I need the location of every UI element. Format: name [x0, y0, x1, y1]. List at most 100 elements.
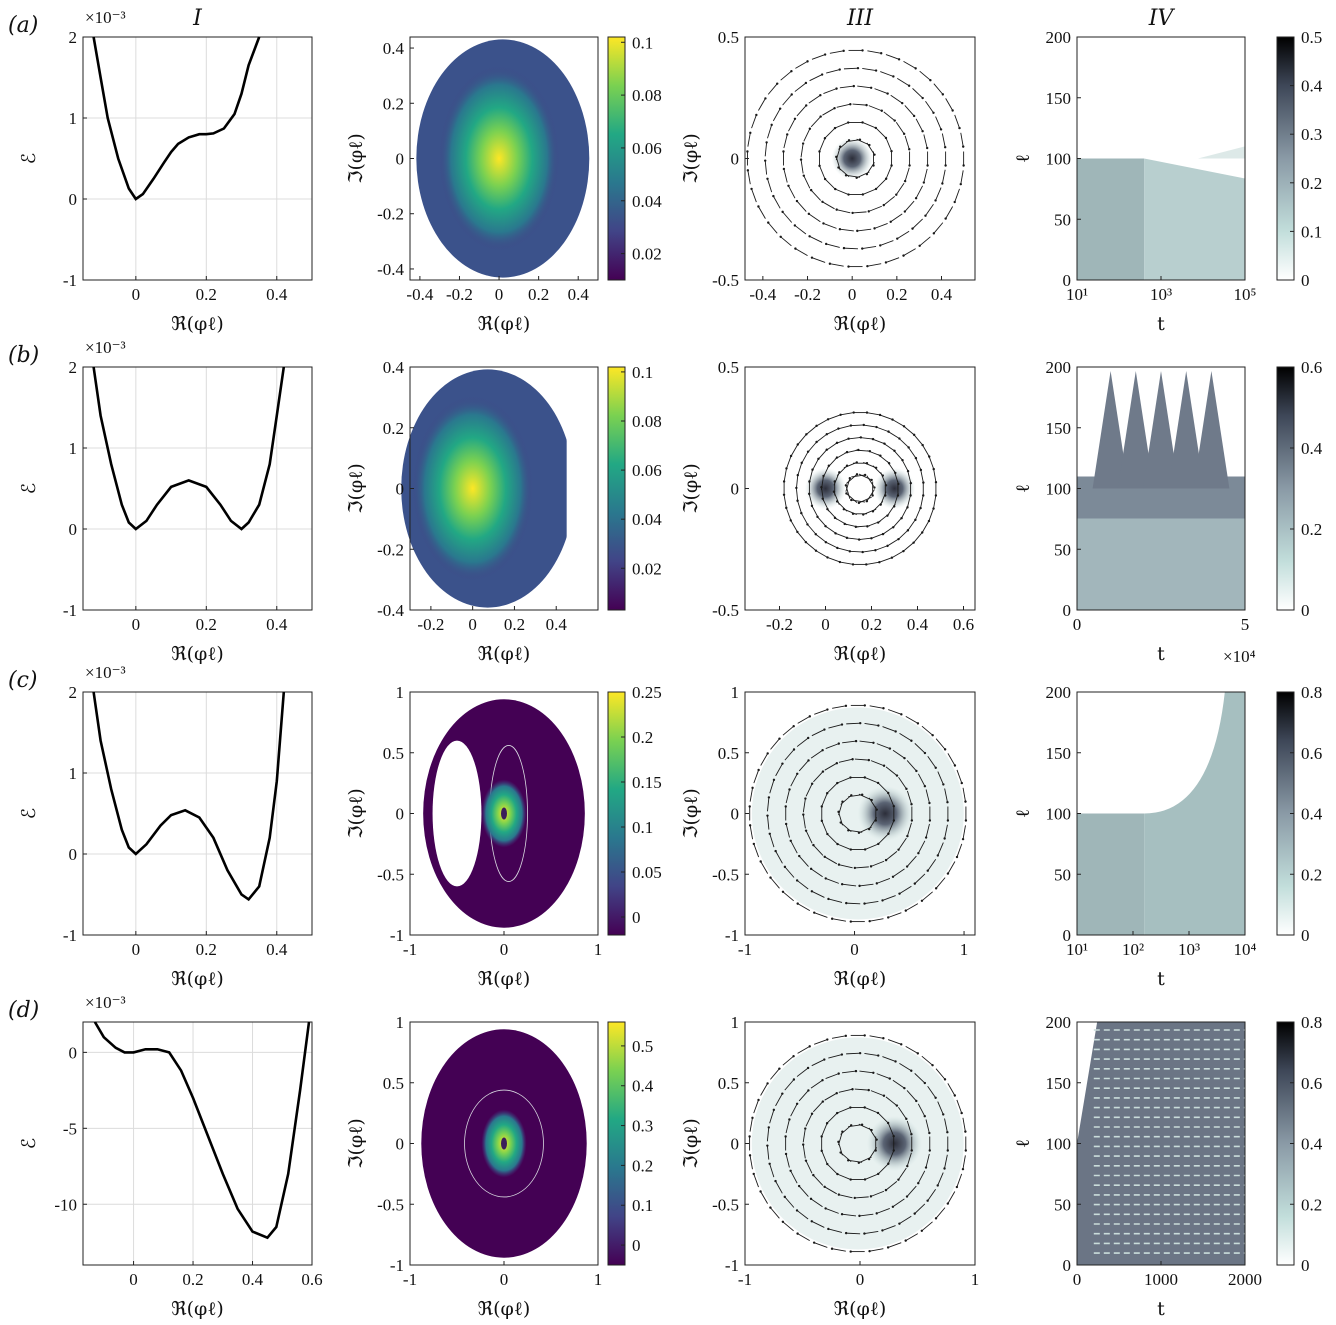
arrow-head — [873, 153, 876, 156]
flow-arrow — [808, 493, 813, 508]
x-tick-label: 0 — [821, 615, 830, 634]
y-tick-label: 150 — [1046, 744, 1072, 763]
flow-arrow — [925, 823, 930, 838]
flow-arrow — [892, 1198, 905, 1208]
flow-arrow — [790, 840, 798, 854]
arrow-head — [884, 1188, 888, 1192]
arrow-head — [879, 244, 882, 247]
arrow-head — [806, 1066, 810, 1070]
arrow-head — [905, 865, 909, 868]
arrow-head — [752, 842, 756, 846]
arrow-head — [823, 53, 827, 56]
arrow-head — [951, 109, 954, 112]
flow-arrow — [914, 743, 926, 754]
flow-arrow — [838, 758, 853, 763]
arrow-head — [808, 1045, 811, 1048]
flow-arrow — [933, 468, 937, 483]
arrow-head — [784, 1135, 787, 1138]
arrow-head — [804, 829, 808, 832]
flow-arrow — [923, 168, 928, 183]
vortex-center — [804, 467, 847, 510]
arrow-head — [912, 114, 916, 118]
flow-arrow — [906, 1152, 912, 1167]
y-tick-label: 0 — [731, 1135, 740, 1154]
arrow-head — [884, 484, 888, 487]
flow-arrow — [895, 122, 905, 135]
y-tick-label: 0 — [69, 190, 78, 209]
arrow-head — [776, 82, 779, 85]
c-II-colorbar: 0 0.05 0.1 0.15 0.2 0.25 — [607, 683, 662, 936]
arrow-head — [964, 819, 968, 822]
y-axis-label: ℑ(φℓ) — [345, 788, 367, 838]
flow-arrow — [805, 1160, 813, 1174]
flow-arrow — [869, 918, 884, 922]
x-tick-label: 0 — [848, 285, 857, 304]
y-tick-label: 150 — [1046, 419, 1072, 438]
colorbar-tick-label: 0.4 — [1301, 439, 1323, 458]
flow-arrow — [919, 70, 931, 81]
flow-arrow — [870, 1090, 885, 1097]
flow-arrow — [846, 1052, 861, 1055]
arrow-head — [844, 1034, 848, 1038]
arrow-head — [810, 1112, 814, 1115]
x-tick-label: 10¹ — [1066, 285, 1088, 304]
arrow-head — [802, 174, 805, 177]
flow-arrow — [795, 475, 799, 490]
flow-arrow — [827, 782, 838, 794]
colorbar-tick-label: 0.8 — [1301, 1013, 1322, 1032]
arrow-head — [766, 752, 769, 755]
arrow-head — [830, 1247, 834, 1250]
colorbar-tick-label: 0.2 — [632, 728, 653, 747]
arrow-head — [781, 1092, 784, 1095]
x-axis-label: t — [1157, 313, 1165, 335]
arrow-head — [782, 167, 786, 171]
flow-arrow — [919, 236, 931, 247]
arrow-head — [778, 737, 781, 740]
arrow-head — [751, 1116, 754, 1120]
arrow-head — [770, 123, 773, 127]
b-II-colorbar: 0.02 0.04 0.06 0.08 0.1 — [607, 363, 662, 611]
flow-arrow — [858, 496, 872, 504]
arrow-head — [766, 1082, 769, 1085]
flow-arrow — [797, 903, 811, 912]
flow-arrow — [915, 118, 923, 132]
arrow-head — [842, 246, 846, 250]
arrow-head — [953, 1094, 957, 1097]
front — [1197, 146, 1245, 159]
arrow-head — [821, 770, 825, 773]
colorbar-tick-label: 0.2 — [1301, 520, 1322, 539]
flow-arrow — [821, 793, 828, 807]
y-tick-label: -0.4 — [377, 601, 404, 620]
arrow-head — [895, 1104, 899, 1107]
flow-arrow — [901, 458, 909, 472]
arrow-head — [757, 205, 760, 208]
flow-arrow — [887, 538, 900, 547]
axes-frame — [82, 366, 313, 611]
flow-arrow — [790, 520, 799, 533]
flow-arrow — [835, 188, 849, 195]
arrow-head — [905, 1117, 908, 1121]
y-tick-label: 50 — [1054, 540, 1071, 559]
colorbar-tick-label: 0.8 — [1301, 683, 1322, 702]
flow-arrow — [921, 891, 933, 902]
flow-arrow — [880, 71, 894, 77]
arrow-head — [916, 1052, 920, 1055]
x-tick-label: 10⁴ — [1234, 940, 1257, 959]
flow-arrow — [904, 105, 915, 117]
x-tick-label: 0 — [132, 615, 141, 634]
x-axis-label: ℜ(φℓ) — [478, 968, 531, 990]
y-tick-label: 0 — [1063, 271, 1072, 290]
flow-arrow — [892, 449, 903, 461]
flow-arrow — [962, 1155, 966, 1170]
x-tick-label: 0.4 — [907, 615, 929, 634]
x-tick-label: -1 — [403, 1270, 417, 1289]
x-tick-label: 10³ — [1178, 940, 1200, 959]
flow-arrow — [885, 257, 900, 263]
flow-arrow — [797, 1045, 810, 1054]
arrow-head — [766, 177, 769, 180]
flow-arrow — [753, 1099, 759, 1114]
flow-arrow — [887, 1123, 895, 1137]
arrow-head — [820, 819, 824, 823]
density-core — [501, 1137, 507, 1150]
trajectory-cloud — [751, 1037, 964, 1250]
